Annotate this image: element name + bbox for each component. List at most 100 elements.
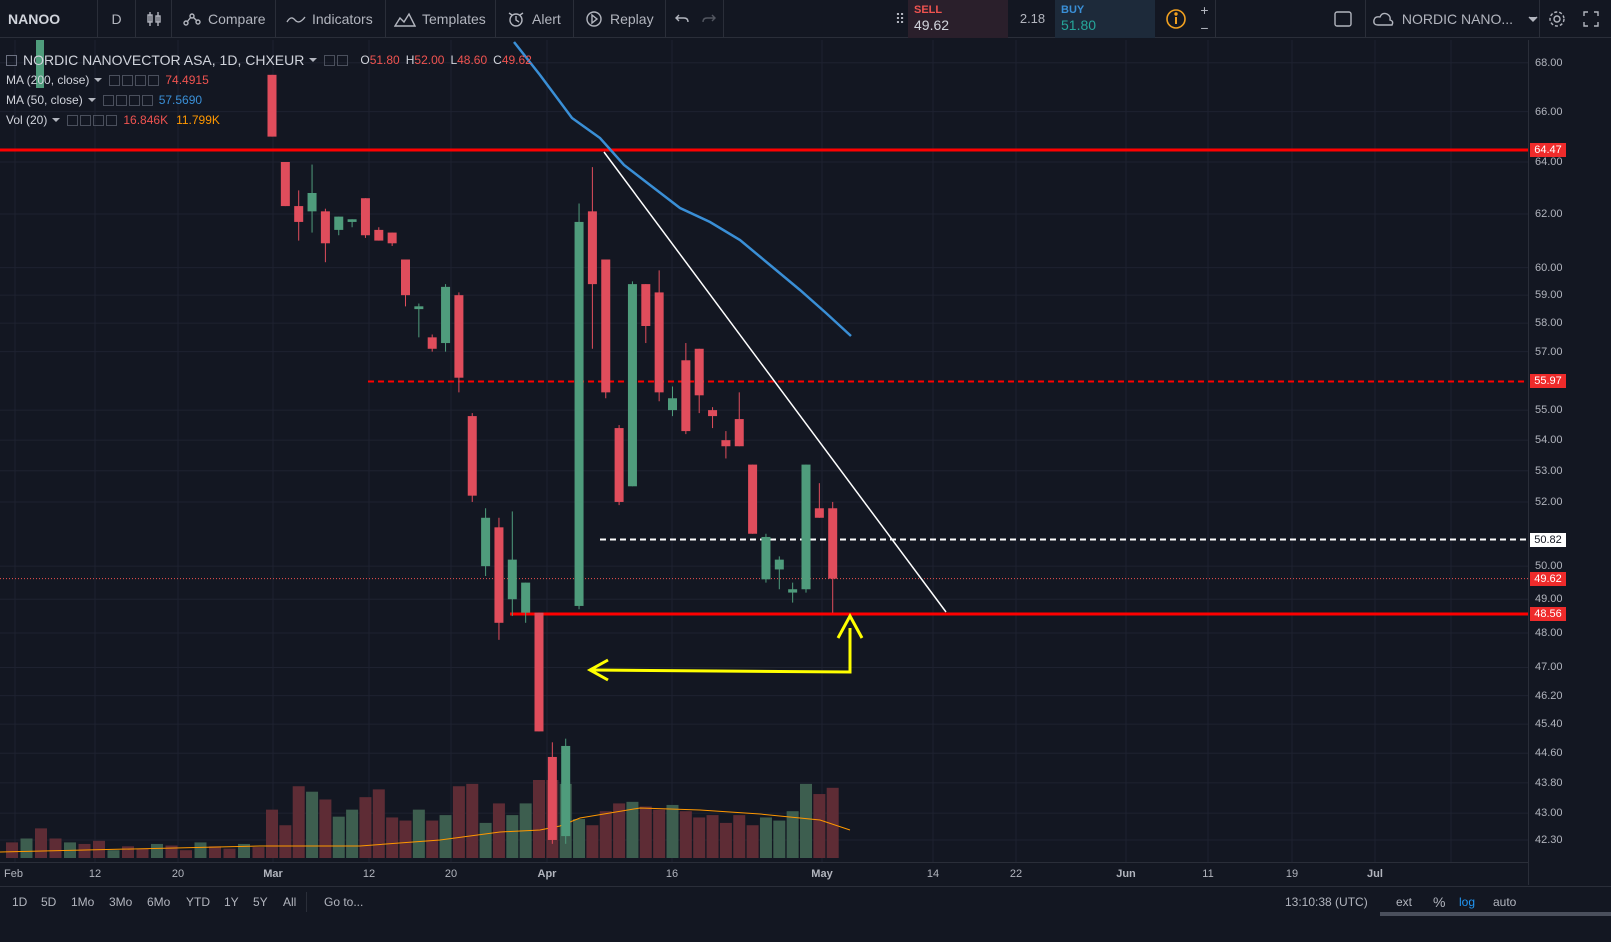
price-axis[interactable]: 68.00 66.00 64.00 62.00 60.00 59.00 58.00 57.00… xyxy=(1528,40,1611,885)
buy-button[interactable]: BUY 51.80 xyxy=(1055,0,1155,38)
range-button[interactable]: All xyxy=(283,895,297,909)
ma50-label[interactable]: MA (50, close) xyxy=(6,93,83,107)
quantity-stepper: + − xyxy=(1194,0,1216,38)
interval-button[interactable]: D xyxy=(98,0,136,38)
gear-icon xyxy=(1549,11,1565,27)
candle-body xyxy=(668,398,677,411)
volume-bar xyxy=(613,803,626,858)
range-button[interactable]: 1Y xyxy=(224,895,239,909)
candle-body xyxy=(334,216,344,230)
volume-bar xyxy=(399,820,412,858)
series-title[interactable]: NORDIC NANOVECTOR ASA, 1D, CHXEUR xyxy=(23,52,305,68)
time-tick: Jun xyxy=(1116,868,1136,880)
volume-legend: Vol (20) 16.846K 11.799K xyxy=(6,110,532,130)
goto-button[interactable]: Go to... xyxy=(324,895,364,909)
range-button[interactable]: 1D xyxy=(12,895,28,909)
caret-down-icon[interactable] xyxy=(51,116,61,124)
candle-body xyxy=(467,416,477,496)
close-key: C xyxy=(493,53,502,67)
range-button[interactable]: 3Mo xyxy=(109,895,133,909)
auto-button[interactable]: auto xyxy=(1493,895,1517,909)
ma200-controls[interactable] xyxy=(109,74,160,86)
volume-bar xyxy=(533,780,545,858)
percent-button[interactable]: % xyxy=(1433,894,1446,910)
price-label: 55.97 xyxy=(1530,374,1566,389)
time-tick: Feb xyxy=(4,868,23,880)
volume-bar xyxy=(319,799,332,858)
settings-button[interactable] xyxy=(1540,0,1574,38)
ma50-value: 57.5690 xyxy=(158,93,203,107)
range-button[interactable]: 6Mo xyxy=(147,895,171,909)
candle-body xyxy=(294,206,304,222)
layout-button[interactable] xyxy=(1320,0,1366,38)
ma200-label[interactable]: MA (200, close) xyxy=(6,73,90,87)
fullscreen-button[interactable] xyxy=(1574,0,1608,38)
symbol-search[interactable]: NANOO xyxy=(0,0,98,38)
volume-bar xyxy=(306,791,319,858)
undo-button[interactable] xyxy=(670,0,694,38)
compare-icon xyxy=(183,13,201,26)
price-label: 50.82 xyxy=(1530,532,1566,547)
chart-style-button[interactable] xyxy=(136,0,172,38)
price-label: 48.56 xyxy=(1530,607,1566,621)
candle-body xyxy=(721,440,731,447)
candle-body xyxy=(441,286,451,344)
time-tick: Mar xyxy=(263,868,283,880)
templates-icon xyxy=(394,12,416,27)
watchlist-symbol[interactable]: NORDIC NANO... xyxy=(1366,0,1540,38)
chart-grid xyxy=(0,40,1528,862)
range-button[interactable]: 5Y xyxy=(253,895,268,909)
alert-button[interactable]: Alert xyxy=(496,0,574,38)
price-tick: 49.00 xyxy=(1535,593,1563,606)
range-button[interactable]: 1Mo xyxy=(71,895,95,909)
caret-down-icon[interactable] xyxy=(308,56,318,64)
templates-button[interactable]: Templates xyxy=(386,0,496,38)
cloud-icon xyxy=(1373,12,1394,26)
log-button[interactable]: log xyxy=(1459,895,1476,909)
volume-controls[interactable] xyxy=(67,114,118,126)
ext-button[interactable]: ext xyxy=(1396,895,1413,909)
volume-bar xyxy=(6,842,18,858)
price-tick: 62.00 xyxy=(1535,207,1563,220)
volume-bar xyxy=(426,820,439,858)
series-controls[interactable] xyxy=(324,54,349,66)
volume-bar xyxy=(252,847,265,858)
volume-bar xyxy=(223,848,236,858)
scrollbar[interactable] xyxy=(1380,912,1611,916)
range-button[interactable]: 5D xyxy=(41,895,57,909)
time-tick: Jul xyxy=(1367,868,1383,880)
price-tick: 66.00 xyxy=(1535,105,1563,118)
candle-body xyxy=(347,219,357,222)
sell-button[interactable]: SELL 49.62 xyxy=(908,0,1008,38)
collapse-icon[interactable] xyxy=(6,54,17,66)
volume-bar xyxy=(180,850,192,858)
drag-handle-icon[interactable]: ⠿ xyxy=(894,10,906,27)
templates-label: Templates xyxy=(422,11,486,27)
price-tick: 55.00 xyxy=(1535,404,1563,417)
caret-down-icon[interactable] xyxy=(87,96,97,104)
time-tick: 16 xyxy=(665,868,679,880)
price-tick: 54.00 xyxy=(1535,434,1563,447)
volume-bar xyxy=(746,825,759,858)
candle-body xyxy=(267,74,277,137)
compare-button[interactable]: Compare xyxy=(172,0,276,38)
volume-label[interactable]: Vol (20) xyxy=(6,113,48,127)
increase-button[interactable]: + xyxy=(1200,2,1209,18)
ma50-controls[interactable] xyxy=(102,94,153,106)
caret-down-icon[interactable] xyxy=(93,76,103,84)
time-axis[interactable]: Feb 12 20 Mar 12 20 Apr 16 May 14 22 Jun 11 19 Jul xyxy=(0,862,1528,886)
price-tick: 53.00 xyxy=(1535,464,1563,477)
replay-button[interactable]: Replay xyxy=(574,0,666,38)
decrease-button[interactable]: − xyxy=(1200,20,1209,36)
range-button[interactable]: YTD xyxy=(186,895,210,909)
yellow-arrow xyxy=(591,628,852,674)
price-tick: 60.00 xyxy=(1535,261,1563,274)
volume-ma-line xyxy=(0,807,851,853)
volume-bar xyxy=(194,842,207,858)
indicators-button[interactable]: Indicators xyxy=(276,0,386,38)
info-button[interactable] xyxy=(1160,0,1192,38)
price-chart[interactable] xyxy=(0,40,1566,885)
redo-button[interactable] xyxy=(694,0,724,38)
alarm-clock-icon xyxy=(508,12,524,27)
volume-bar xyxy=(586,825,599,858)
